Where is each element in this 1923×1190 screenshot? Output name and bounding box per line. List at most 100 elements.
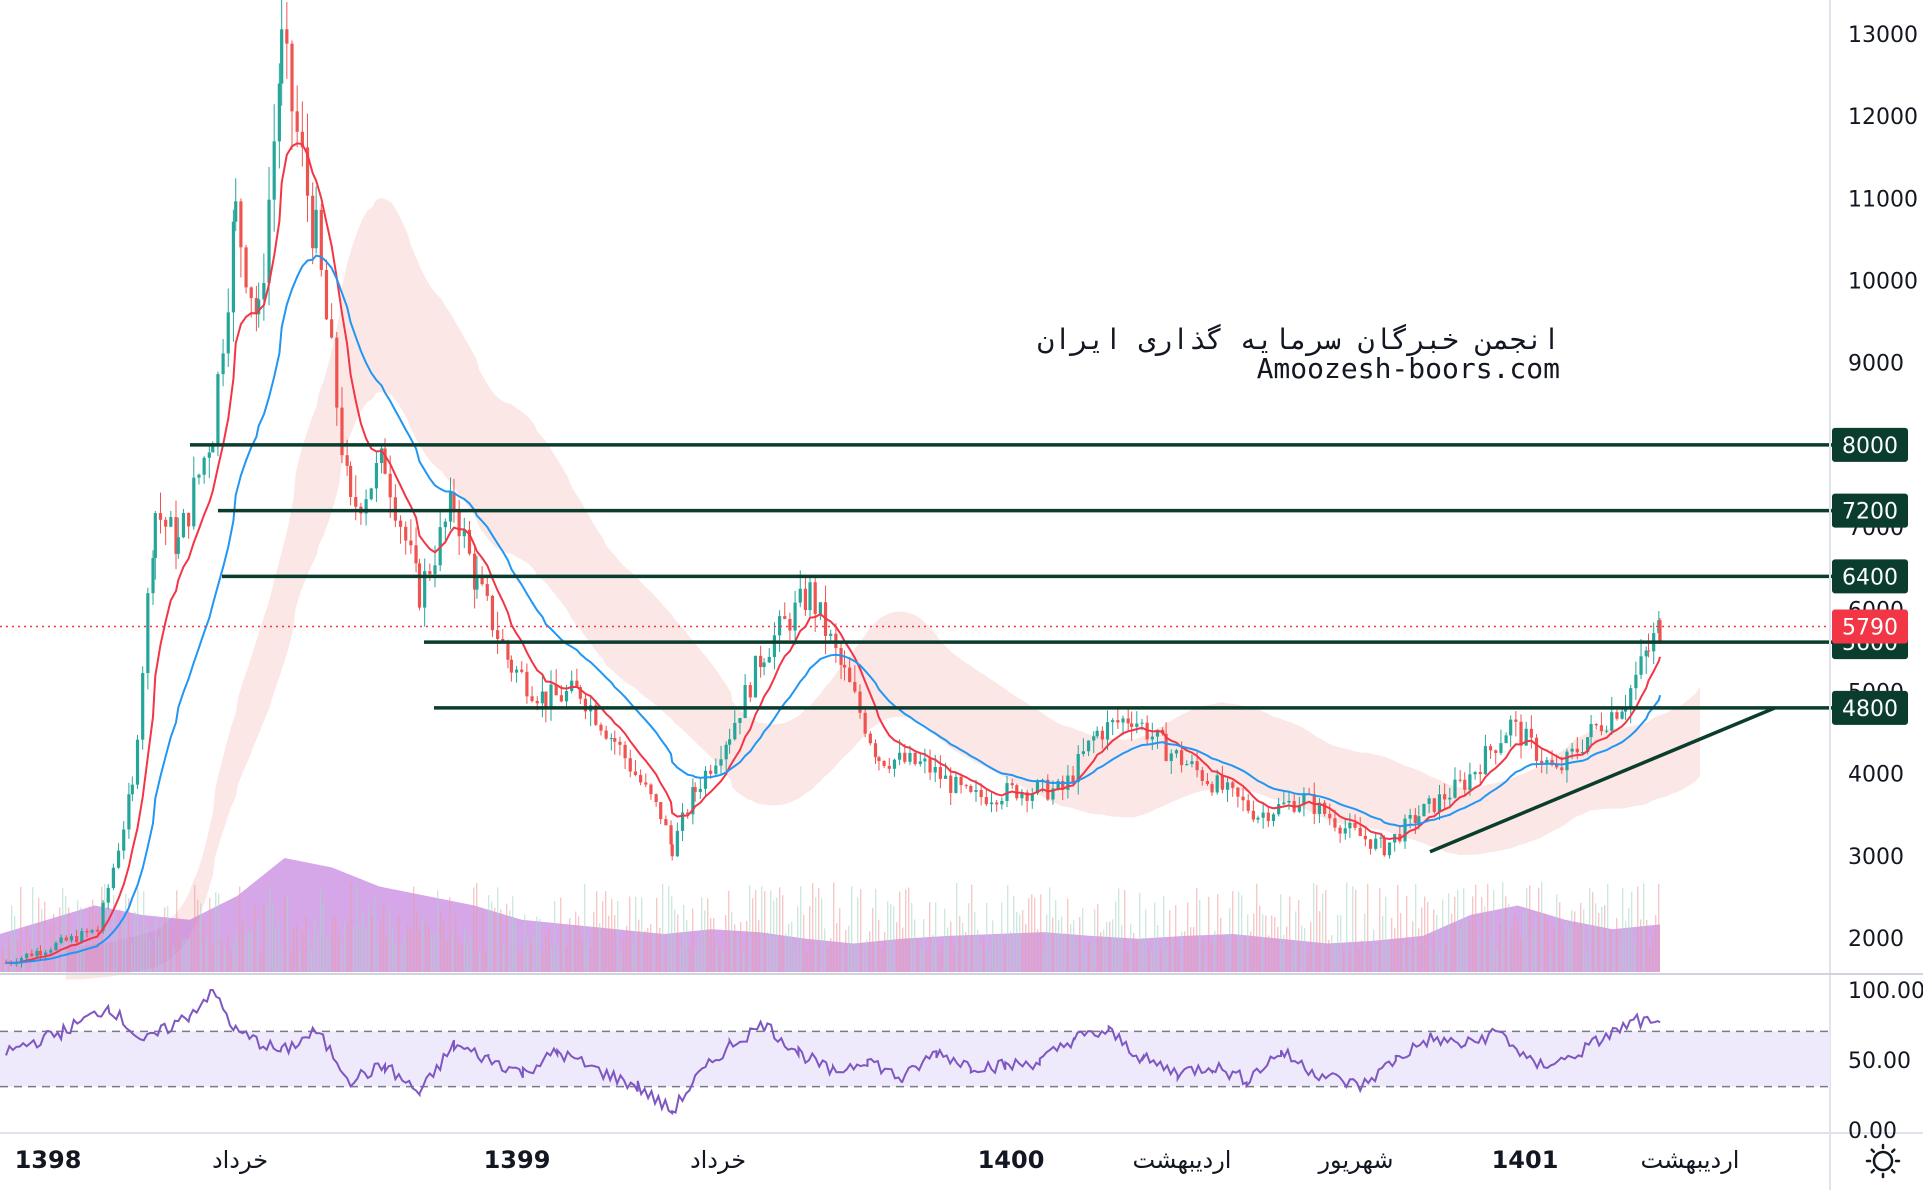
volume-bar — [995, 938, 997, 972]
volume-bar — [644, 930, 646, 972]
volume-bar — [1010, 931, 1012, 972]
volume-bar — [614, 915, 616, 972]
candle — [938, 755, 942, 789]
volume-bar — [635, 896, 637, 972]
candle — [1251, 800, 1255, 823]
volume-bar — [176, 890, 178, 972]
volume-bar — [983, 939, 985, 972]
candle — [277, 63, 281, 169]
volume-bar — [776, 897, 778, 972]
candle — [146, 587, 150, 690]
volume-bar — [1061, 916, 1063, 972]
volume-bar — [581, 940, 583, 972]
candle — [141, 666, 145, 750]
volume-bar — [1562, 934, 1564, 972]
volume-bar — [392, 926, 394, 972]
level-tag-text: 8000 — [1842, 434, 1898, 459]
volume-bar — [353, 926, 355, 972]
volume-bar — [809, 906, 811, 972]
volume-area — [0, 858, 1660, 972]
candle — [452, 478, 456, 523]
volume-bar — [1220, 917, 1222, 972]
volume-bar — [179, 941, 181, 972]
candle — [808, 575, 812, 618]
volume-bar — [1019, 914, 1021, 972]
candle — [1220, 765, 1224, 794]
settings-icon[interactable] — [1865, 1143, 1901, 1179]
volume-bar — [1016, 912, 1018, 972]
candle — [335, 332, 339, 426]
volume-bar — [1613, 931, 1615, 972]
candle — [1483, 734, 1488, 775]
volume-bar — [812, 883, 814, 972]
volume-bar — [1460, 928, 1462, 972]
volume-bar — [956, 882, 958, 972]
volume-bar — [1145, 909, 1147, 972]
volume-bar — [152, 949, 154, 972]
candle — [348, 461, 353, 506]
level-tag-7200: 7200 — [1832, 493, 1908, 528]
volume-bar — [1244, 936, 1246, 972]
trendline[interactable] — [1429, 706, 1776, 854]
volume-bar — [566, 947, 568, 972]
volume-bar — [1346, 882, 1348, 972]
candle — [490, 594, 495, 637]
candle — [1499, 729, 1503, 756]
candle — [135, 735, 140, 790]
volume-bar — [1025, 924, 1027, 972]
volume-bar — [68, 907, 70, 972]
candle — [1025, 789, 1029, 813]
volume-bar — [1313, 883, 1315, 972]
candle — [197, 473, 201, 485]
volume-bar — [434, 932, 436, 972]
candle — [1121, 715, 1125, 736]
volume-bar — [446, 941, 448, 972]
volume-bar — [734, 924, 736, 972]
candle — [280, 0, 284, 106]
volume-bar — [680, 948, 682, 972]
volume-bar — [488, 895, 490, 972]
candle — [1282, 791, 1286, 806]
rsi-tick-label: 50.00 — [1848, 1049, 1911, 1074]
candle — [628, 749, 632, 778]
volume-bar — [659, 927, 661, 972]
rsi-tick-label: 0.00 — [1848, 1119, 1897, 1144]
volume-bar — [143, 891, 145, 972]
volume-bar — [896, 922, 898, 972]
volume-bar — [623, 939, 625, 972]
volume-bar — [1556, 894, 1558, 972]
volume-bar — [203, 918, 205, 972]
candle — [1453, 767, 1457, 799]
candle — [1200, 766, 1204, 786]
candle — [714, 758, 718, 777]
candle — [181, 508, 186, 539]
volume-bar — [308, 930, 310, 972]
volume-bar — [1133, 933, 1135, 972]
volume-bar — [368, 905, 370, 972]
volume-bar — [572, 926, 574, 972]
volume-bar — [1415, 884, 1417, 972]
candle — [300, 101, 304, 167]
volume-bar — [113, 894, 115, 972]
volume-bar — [1463, 888, 1465, 972]
volume-bar — [800, 886, 802, 972]
price-tick-label: 3000 — [1848, 845, 1904, 870]
volume-bar — [1631, 891, 1633, 972]
volume-bar — [1319, 911, 1321, 972]
candle — [330, 303, 334, 339]
volume-bar — [1622, 887, 1624, 972]
volume-bar — [1517, 922, 1519, 972]
volume-bar — [824, 928, 826, 972]
volume-bar — [170, 927, 172, 972]
volume-bar — [458, 938, 460, 972]
candle — [1246, 793, 1250, 814]
volume-bar — [1331, 935, 1333, 972]
volume-bar — [1250, 931, 1252, 972]
volume-bar — [1283, 934, 1285, 972]
price-tick-label: 2000 — [1848, 927, 1904, 952]
candle — [1190, 754, 1194, 768]
volume-bar — [1238, 891, 1240, 972]
candle — [1164, 722, 1168, 762]
volume-bar — [1007, 885, 1009, 972]
time-tick-label: 1401 — [1492, 1146, 1559, 1174]
